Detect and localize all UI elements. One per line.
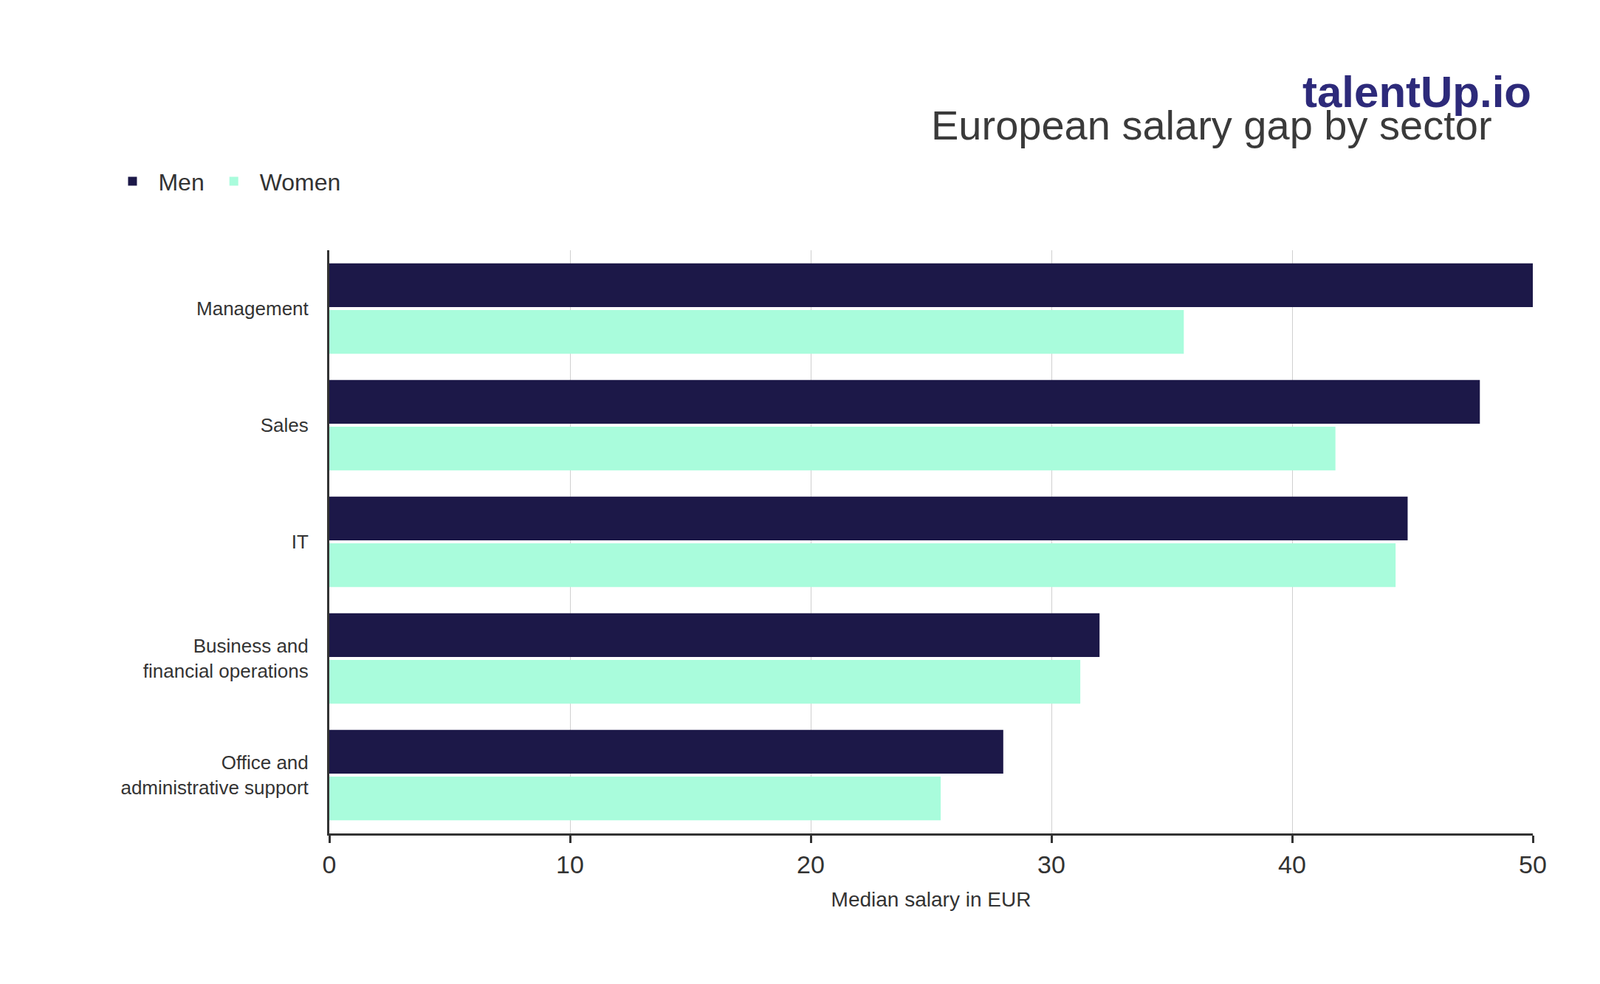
svg-text:Median salary in EUR: Median salary in EUR — [831, 888, 1032, 912]
svg-text:10: 10 — [555, 850, 585, 879]
svg-text:20: 20 — [796, 850, 825, 879]
svg-text:50: 50 — [1518, 850, 1547, 879]
svg-text:Business andfinancial operatio: Business andfinancial operations — [143, 634, 309, 683]
svg-text:0: 0 — [322, 850, 337, 879]
svg-text:Sales: Sales — [260, 414, 309, 437]
svg-text:Men: Men — [158, 169, 204, 196]
svg-text:talentUp.io: talentUp.io — [1302, 67, 1532, 117]
svg-text:Office andadministrative suppo: Office andadministrative support — [120, 751, 309, 799]
svg-text:30: 30 — [1037, 850, 1066, 879]
svg-text:IT: IT — [291, 530, 309, 554]
svg-text:Women: Women — [259, 169, 342, 196]
svg-text:Management: Management — [196, 297, 310, 320]
svg-text:European salary gap by sector: European salary gap by sector — [931, 101, 1493, 149]
svg-text:40: 40 — [1278, 850, 1307, 879]
